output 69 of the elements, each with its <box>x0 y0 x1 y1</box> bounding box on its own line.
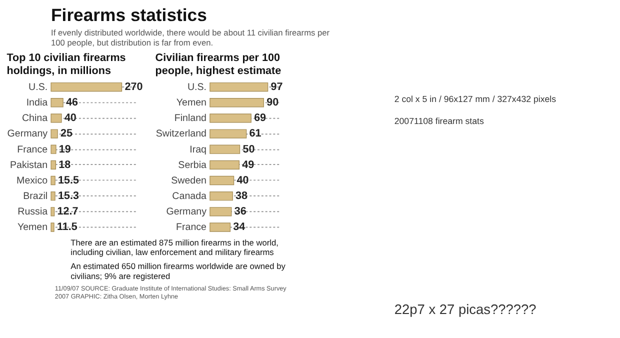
bar <box>50 176 56 186</box>
data-label: 15.5 <box>58 174 80 186</box>
chart-title: Civilian firearms per 100 people, highest estimate <box>155 52 282 77</box>
data-label: 36 <box>234 206 246 218</box>
y-tick-label: Germany <box>7 128 48 140</box>
data-label: 97 <box>270 80 283 93</box>
data-label: 46 <box>66 96 78 109</box>
data-label: 25 <box>60 128 73 140</box>
data-label: 50 <box>242 143 255 156</box>
y-tick-label: Yemen <box>17 222 48 234</box>
y-tick-label: France <box>176 222 208 234</box>
data-label: 15.3 <box>58 190 79 202</box>
bar <box>210 114 252 123</box>
bar <box>50 98 64 108</box>
data-label: 49 <box>242 158 254 171</box>
data-label: 11.5 <box>56 221 78 234</box>
y-tick-label: U.S. <box>187 82 207 93</box>
bar <box>50 114 62 123</box>
y-tick-label: U.S. <box>28 82 48 93</box>
text: 22p7 x 27 picas?????? <box>394 302 537 318</box>
bar <box>210 144 240 154</box>
data-label: 69 <box>254 112 266 124</box>
bar <box>50 222 54 232</box>
y-tick-label: Yemen <box>176 98 207 109</box>
y-tick-label: Brazil <box>23 191 48 202</box>
y-tick-label: Mexico <box>16 175 48 186</box>
y-tick-label: Finland <box>174 113 207 124</box>
data-label: 38 <box>236 190 248 202</box>
bar <box>50 192 56 201</box>
y-tick-label: Sweden <box>171 175 207 186</box>
bar <box>210 82 268 92</box>
text: There are an estimated 875 million firearms in the world, including civilian, law enforcement and military firearms <box>70 237 278 258</box>
text: Firearms statistics <box>51 4 208 25</box>
bar <box>210 222 231 232</box>
bar <box>210 129 247 138</box>
bar <box>50 82 122 92</box>
data-label: 12.7 <box>57 206 78 218</box>
bar <box>210 98 264 108</box>
bar <box>50 207 55 216</box>
data-label: 34 <box>233 221 246 234</box>
bar <box>50 129 58 138</box>
chart-title: Top 10 civilian firearms holdings, in millions <box>6 52 126 77</box>
data-label: 19 <box>58 143 71 156</box>
y-tick-label: India <box>26 98 48 109</box>
text: An estimated 650 million firearms worldwide are owned by civilians; 9% are registered <box>70 260 286 281</box>
y-tick-label: Germany <box>166 206 207 218</box>
bar <box>210 192 233 201</box>
y-tick-label: Iraq <box>190 144 207 156</box>
bar <box>210 160 240 170</box>
y-tick-label: Russia <box>18 206 48 218</box>
y-tick-label: China <box>22 113 48 124</box>
text: If evenly distributed worldwide, there would be about 11 civilian firearms per 100 people, but distribution is far from even. <box>51 27 330 48</box>
y-tick-label: France <box>17 144 48 156</box>
y-tick-label: Canada <box>172 191 208 202</box>
data-label: 90 <box>266 96 279 109</box>
data-label: 61 <box>249 128 262 140</box>
bar <box>50 144 56 154</box>
text: 2 col x 5 in / 96x127 mm / 327x432 pixels <box>394 94 557 104</box>
bar <box>50 160 56 170</box>
data-label: 40 <box>236 174 249 186</box>
bar <box>210 207 232 216</box>
data-label: 18 <box>58 158 71 171</box>
y-tick-label: Pakistan <box>10 160 48 171</box>
y-tick-label: Serbia <box>178 160 208 171</box>
bar <box>210 176 234 186</box>
data-label: 270 <box>124 80 143 93</box>
text: 20071108 firearm stats <box>394 116 484 126</box>
data-label: 40 <box>64 112 76 124</box>
y-tick-label: Switzerland <box>156 128 207 140</box>
